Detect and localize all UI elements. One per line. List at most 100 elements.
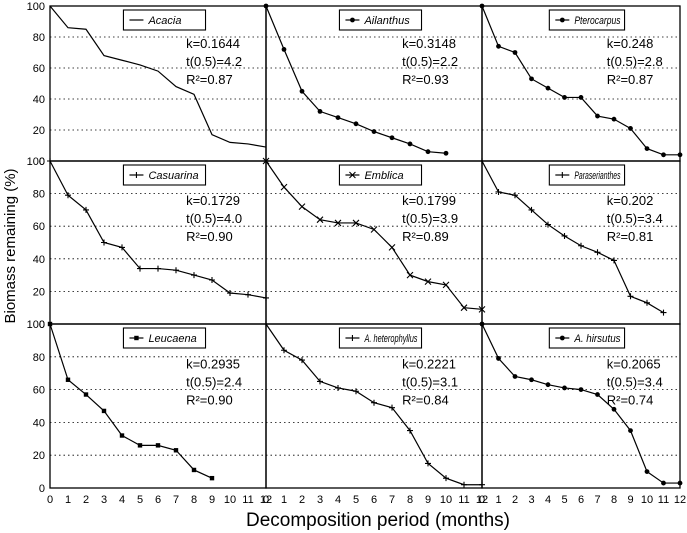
stat-label: R²=	[607, 229, 628, 244]
x-tick-label: 5	[353, 494, 359, 506]
data-point	[227, 290, 233, 297]
stat-label: k=	[402, 356, 416, 371]
y-tick-label: 20	[33, 125, 45, 137]
stat-k: k=0.3148	[402, 36, 456, 51]
stat-label: R²=	[186, 229, 207, 244]
data-point	[644, 299, 650, 306]
data-point	[461, 481, 467, 488]
stat-value: 0.2065	[621, 356, 661, 371]
panel-grid: Acaciak=0.1644t(0.5)=4.2R²=0.87Ailanthus…	[47, 3, 683, 489]
stat-value: 0.81	[628, 229, 653, 244]
data-point	[316, 216, 324, 224]
legend-box	[338, 9, 423, 31]
data-point	[562, 385, 567, 391]
stat-k: k=0.1729	[186, 193, 240, 208]
data-point	[389, 404, 395, 411]
data-point	[479, 158, 485, 164]
stat-k: k=0.202	[607, 193, 654, 208]
stat-value: 0.90	[207, 229, 232, 244]
stat-value: 0.1799	[416, 193, 456, 208]
y-tick-label: 20	[33, 450, 45, 462]
y-tick-label: 80	[33, 32, 45, 44]
x-tick-label: 7	[594, 494, 600, 506]
stat-k: k=0.1799	[402, 193, 456, 208]
stat-value: 0.248	[621, 36, 654, 51]
x-tick-label: 10	[224, 494, 236, 506]
x-tick-label: 7	[389, 494, 395, 506]
data-point	[424, 278, 432, 286]
y-tick-label: 20	[33, 286, 45, 298]
x-tick-label: 12	[674, 494, 686, 506]
legend-label: Ailanthus	[363, 15, 410, 27]
x-tick-label: 10	[641, 494, 653, 506]
data-point	[262, 157, 270, 165]
x-tick-label: 3	[317, 494, 323, 506]
x-tick-label: 8	[191, 494, 197, 506]
stat-value: 0.1729	[200, 193, 240, 208]
x-tick-label: 11	[658, 494, 669, 506]
data-point	[352, 219, 360, 227]
panel-2: Ailanthus k=0.3148 t(0.5)=2.2 R²=0.93	[263, 3, 483, 162]
stat-label: k=	[402, 36, 416, 51]
data-point	[545, 85, 551, 91]
data-point	[119, 244, 125, 251]
y-tick-label: 40	[33, 254, 45, 266]
data-point	[628, 126, 633, 131]
legend-marker	[559, 17, 565, 23]
legend-marker	[559, 335, 565, 341]
data-point	[353, 388, 359, 395]
stat-label: R²=	[607, 392, 628, 407]
stat-value: 3.4	[645, 374, 663, 389]
data-point	[298, 203, 306, 211]
series-line	[49, 323, 213, 479]
data-point	[578, 242, 584, 249]
data-point	[425, 460, 431, 467]
data-point	[280, 183, 288, 191]
stat-label: k=	[186, 193, 200, 208]
data-point	[335, 384, 341, 391]
stat-label: k=	[607, 193, 621, 208]
data-point	[644, 146, 650, 152]
stat-r2: R²=0.90	[186, 392, 233, 407]
x-tick-label: 9	[425, 494, 431, 506]
data-point	[299, 88, 305, 94]
y-tick-label: 0	[39, 319, 45, 331]
data-point	[281, 47, 287, 52]
stat-r2: R²=0.93	[402, 72, 449, 87]
stat-value: 0.87	[207, 72, 232, 87]
data-point	[263, 3, 269, 9]
stat-k: k=0.248	[607, 36, 654, 51]
data-point	[209, 276, 215, 283]
data-point	[371, 129, 377, 134]
stat-value: 0.3148	[416, 36, 456, 51]
legend: Casuarina	[122, 164, 207, 186]
data-point	[578, 387, 584, 392]
data-point	[425, 149, 431, 155]
legend: A. heterophyllus	[338, 327, 423, 349]
stat-value: 2.2	[440, 54, 458, 69]
y-tick-label: 40	[33, 417, 45, 429]
stat-label: t(0.5)=	[186, 374, 224, 389]
y-tick-label: 100	[27, 319, 45, 331]
data-point	[495, 188, 502, 195]
stat-k: k=0.2065	[607, 356, 661, 371]
data-point	[317, 378, 323, 385]
x-tick-label: 6	[578, 494, 584, 506]
x-tick-label: 0	[47, 494, 53, 506]
legend-label: Paraserianthes	[574, 170, 621, 182]
y-tick-label: 80	[33, 189, 45, 201]
data-point	[443, 150, 449, 156]
data-point	[101, 408, 107, 414]
x-tick-label: 4	[335, 494, 341, 506]
data-point	[263, 321, 269, 327]
data-point	[137, 443, 143, 448]
x-tick-label: 4	[545, 494, 551, 506]
legend: Acacia	[122, 9, 207, 31]
stat-t_half: t(0.5)=2.8	[607, 54, 663, 69]
data-point	[677, 480, 683, 486]
data-point	[155, 265, 161, 272]
data-point	[595, 113, 600, 119]
stat-t_half: t(0.5)=3.4	[607, 211, 663, 226]
